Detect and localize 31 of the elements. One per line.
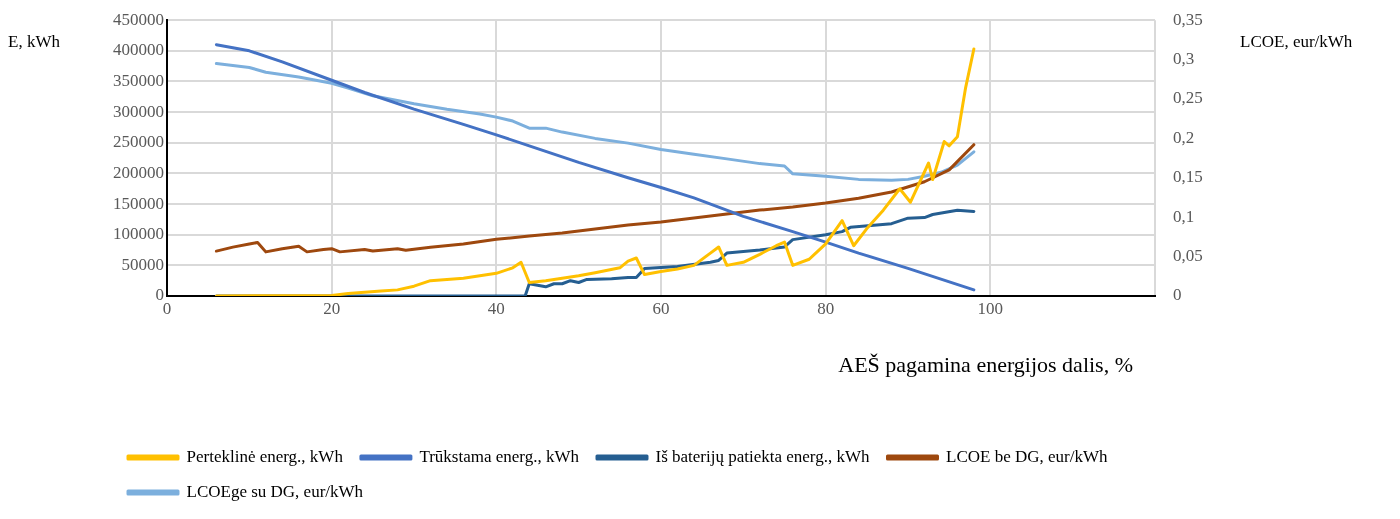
x-tick-label: 20 xyxy=(323,298,341,318)
y-tick-label: 100000 xyxy=(113,224,164,244)
legend-label: LCOE be DG, eur/kWh xyxy=(946,446,1108,466)
y-tick-label: 150000 xyxy=(113,193,164,213)
legend-label: Trūkstama energ., kWh xyxy=(419,446,580,466)
y2-tick-label: 0,35 xyxy=(1173,9,1203,29)
y-tick-label: 350000 xyxy=(113,70,164,90)
x-tick-label: 80 xyxy=(817,298,835,318)
x-tick-label: 100 xyxy=(977,298,1004,318)
y-tick-label: 0 xyxy=(155,285,164,305)
x-tick-label: 40 xyxy=(487,298,505,318)
y2-tick-label: 0,1 xyxy=(1173,206,1195,226)
y-tick-label: 50000 xyxy=(121,254,164,274)
y-tick-label: 400000 xyxy=(113,40,164,60)
y2-tick-label: 0,05 xyxy=(1173,246,1203,266)
legend-label: Perteklinė energ., kWh xyxy=(186,446,344,466)
y-tick-label: 300000 xyxy=(113,101,164,121)
y-axis-title: E, kWh xyxy=(8,31,61,51)
y2-tick-label: 0,3 xyxy=(1173,49,1195,69)
legend-label: LCOEge su DG, eur/kWh xyxy=(186,481,364,501)
y2-tick-label: 0 xyxy=(1173,285,1182,305)
y-tick-label: 450000 xyxy=(113,9,164,29)
x-axis-title: AEŠ pagamina energijos dalis, % xyxy=(838,351,1133,377)
y2-tick-label: 0,2 xyxy=(1173,127,1195,147)
y2-tick-label: 0,25 xyxy=(1173,88,1203,108)
y2-tick-label: 0,15 xyxy=(1173,167,1203,187)
y-tick-label: 250000 xyxy=(113,132,164,152)
x-tick-label: 60 xyxy=(652,298,670,318)
y2-axis-title: LCOE, eur/kWh xyxy=(1240,31,1353,51)
y-tick-label: 200000 xyxy=(113,162,164,182)
legend-label: Iš baterijų patiekta energ., kWh xyxy=(655,446,870,466)
